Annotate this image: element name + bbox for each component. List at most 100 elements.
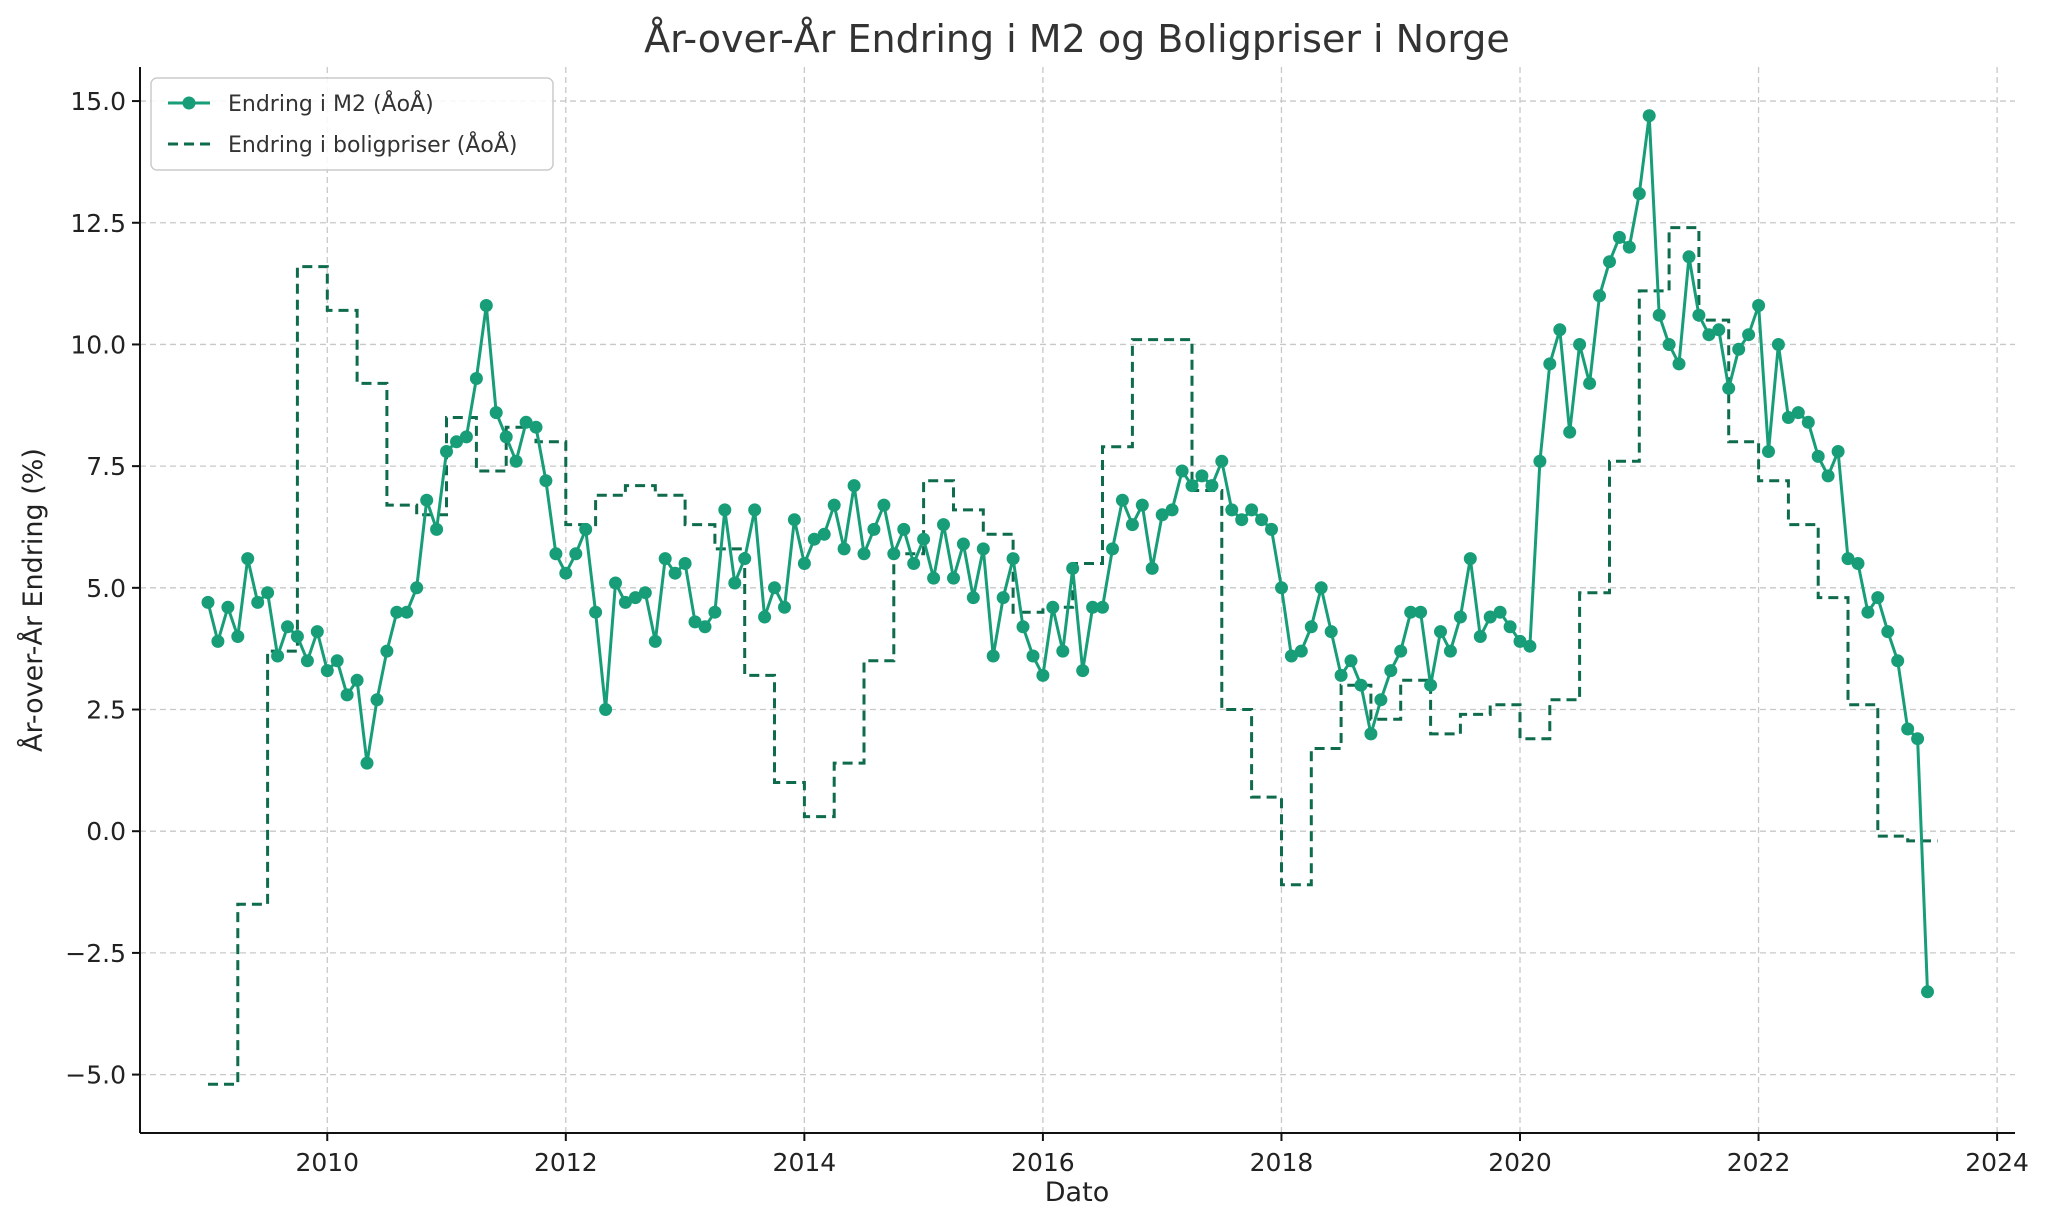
m2-data-point [1344,654,1358,668]
m2-data-point [1523,639,1537,653]
m2-data-point [1702,328,1716,342]
m2-data-point [1911,732,1925,746]
m2-data-point [1811,449,1825,463]
m2-data-point [728,576,742,590]
m2-data-point [1463,552,1477,566]
m2-data-point [748,503,762,517]
x-tick-label: 2022 [1727,1148,1791,1177]
m2-data-point [539,474,553,488]
m2-data-point [1434,625,1447,639]
m2-data-point [1712,323,1726,337]
y-tick-label: 15.0 [70,87,126,116]
m2-data-point [1791,406,1805,420]
y-tick-label: −2.5 [65,939,126,968]
m2-data-point [1851,557,1865,570]
m2-data-point [718,503,732,517]
y-tick-label: 5.0 [86,574,126,603]
m2-data-point [827,498,841,512]
m2-data-point [1771,338,1785,351]
m2-data-point [1076,664,1090,678]
m2-data-point [1642,109,1656,123]
m2-data-point [300,654,314,668]
m2-data-point [1235,513,1249,527]
m2-data-point [1682,250,1696,264]
m2-data-point [1284,649,1298,663]
m2-data-point [1036,668,1050,682]
x-tick-label: 2010 [295,1148,359,1177]
y-tick-label: 10.0 [70,330,126,359]
m2-data-point [1265,522,1278,536]
m2-data-point [1125,518,1139,532]
m2-data-point [330,654,344,668]
m2-data-point [1384,664,1398,678]
m2-data-point [450,435,463,449]
m2-data-point [420,493,434,507]
m2-data-point [966,591,980,605]
m2-data-point [241,552,255,566]
m2-data-point [698,620,712,634]
m2-data-point [708,605,722,619]
m2-data-point [1334,668,1348,682]
m2-data-point [1006,552,1020,566]
m2-data-point [857,547,871,561]
x-tick-label: 2012 [534,1148,598,1177]
m2-data-point [1841,552,1855,566]
m2-data-point [1106,542,1119,556]
m2-data-point [1145,561,1159,575]
m2-data-point [509,454,523,468]
m2-data-point [1622,240,1636,254]
gridlines [140,67,2015,1133]
series-m2 [201,109,1934,999]
m2-data-point [1424,678,1438,692]
m2-data-point [937,518,950,532]
m2-data-point [1155,508,1169,522]
m2-data-point [1225,503,1239,517]
m2-data-point [1483,610,1497,624]
m2-data-point [549,547,563,561]
m2-data-point [251,595,265,609]
m2-line [206,114,1929,992]
m2-data-point [350,673,364,687]
m2-data-point [1742,328,1756,342]
m2-data-point [1245,503,1259,517]
m2-data-point [430,522,444,536]
m2-data-point [579,522,593,536]
m2-data-point [1205,479,1219,493]
m2-data-point [1752,299,1766,312]
m2-data-point [1732,342,1746,356]
m2-data-point [947,571,960,585]
m2-data-point [1543,357,1557,371]
m2-data-point [976,542,990,556]
m2-data-point [1891,654,1905,668]
m2-data-point [1662,338,1676,351]
m2-data-point [668,566,682,580]
x-tick-label: 2018 [1250,1148,1314,1177]
x-tick-label: 2016 [1011,1148,1075,1177]
m2-data-point [1533,454,1547,468]
m2-data-point [1821,469,1835,483]
m2-data-point [618,595,632,609]
m2-data-point [499,430,513,444]
m2-data-point [1583,376,1597,390]
x-tick-label: 2020 [1488,1148,1552,1177]
m2-data-point [1165,503,1179,517]
y-tick-label: 0.0 [86,817,126,846]
m2-data-point [678,557,692,570]
m2-data-point [1255,513,1269,527]
m2-data-point [1921,985,1934,999]
m2-data-point [688,615,702,629]
m2-data-point [1275,581,1288,595]
m2-data-point [1473,630,1487,643]
m2-data-point [400,605,414,619]
y-tick-label: −5.0 [65,1061,126,1090]
x-tick-label: 2014 [773,1148,837,1177]
m2-data-point [1314,581,1328,595]
m2-data-point [768,581,781,595]
m2-data-point [370,693,384,707]
m2-data-point [996,591,1010,605]
m2-data-point [837,542,851,556]
m2-data-point [1722,381,1736,395]
m2-data-point [1175,464,1189,478]
y-tick-label: 7.5 [86,452,126,481]
